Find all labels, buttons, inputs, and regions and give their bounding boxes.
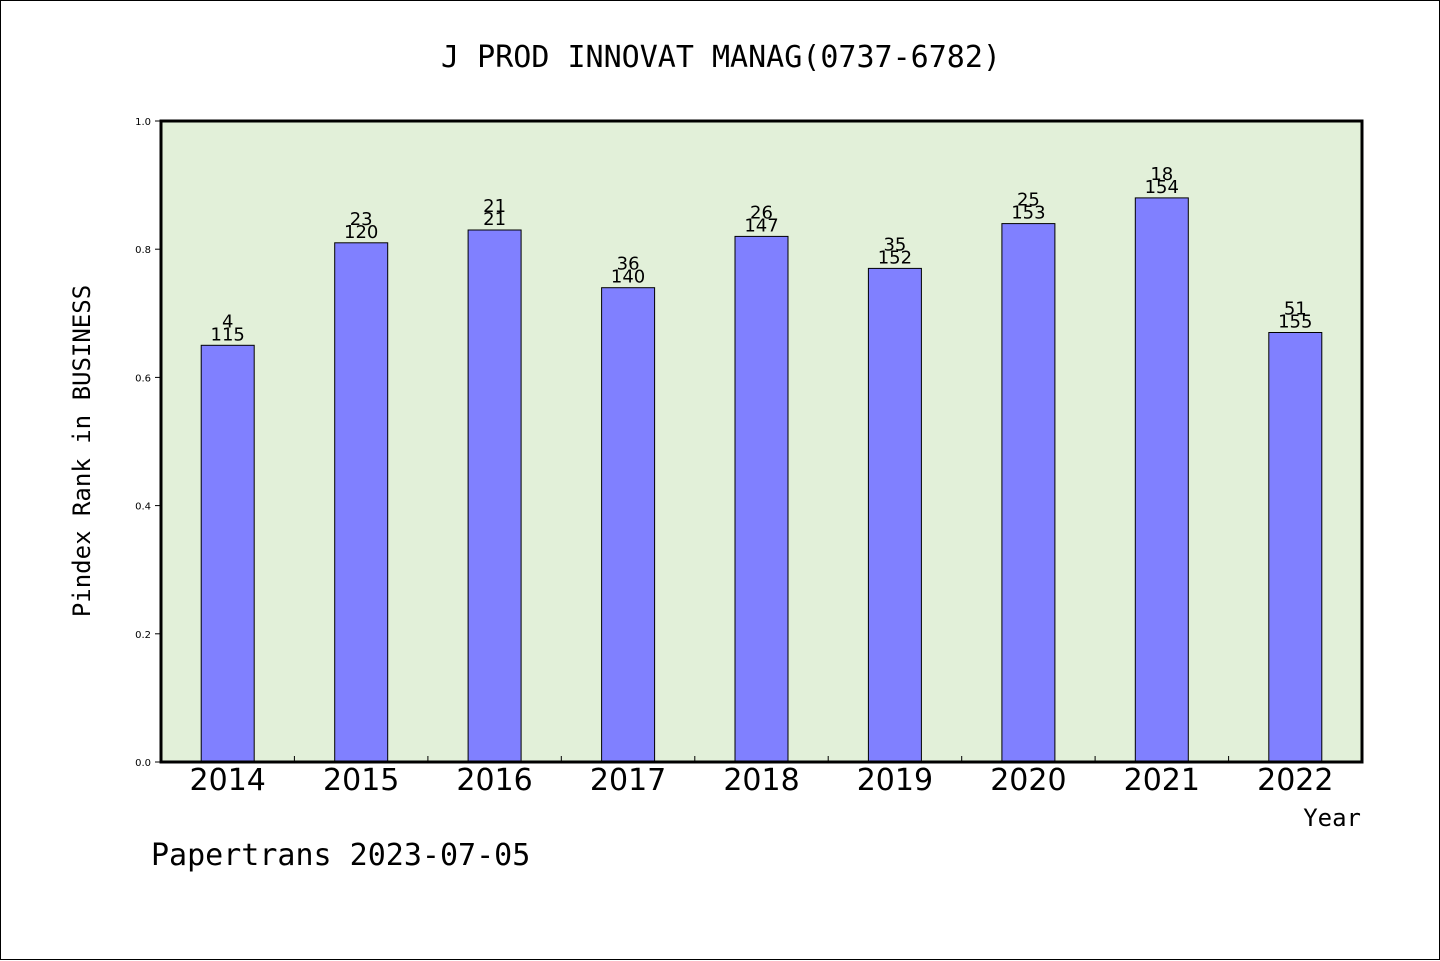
y-tick-label: 0.4 xyxy=(135,502,151,513)
bar-total-label: 140 xyxy=(611,267,645,288)
footer-note: Papertrans 2023-07-05 xyxy=(151,838,530,873)
x-axis: 2014 2015 2016 2017 2018 2019 2020 2021 2022 xyxy=(190,756,1333,798)
plot-border xyxy=(159,119,1364,764)
bar-rank-label: 4 xyxy=(222,311,233,332)
bars-layer xyxy=(200,197,1323,763)
x-tick-label: 2021 xyxy=(1124,763,1200,798)
bar-total-label: 154 xyxy=(1145,177,1179,198)
bar-2019 xyxy=(867,267,922,763)
y-tick-label: 0.2 xyxy=(135,630,151,641)
bar-total-label: 21 xyxy=(483,209,506,230)
y-axis: 0.0 0.2 0.4 0.6 0.8 1.0 xyxy=(135,117,161,769)
bar-total-label: 120 xyxy=(344,222,378,243)
bar-rank-label: 21 xyxy=(483,196,506,217)
y-tick-label: 1.0 xyxy=(135,117,151,128)
bar-2018 xyxy=(734,235,789,763)
x-tick-label: 2016 xyxy=(456,763,532,798)
bar-2022 xyxy=(1268,332,1323,763)
bar-rank-label: 23 xyxy=(350,209,373,230)
bar-total-label: 115 xyxy=(211,324,245,345)
bar-rank-label: 51 xyxy=(1284,299,1307,320)
bar-total-label: 152 xyxy=(878,247,912,268)
bar-rank-label: 35 xyxy=(883,234,906,255)
x-tick-label: 2020 xyxy=(990,763,1066,798)
y-axis-label: Pindex Rank in BUSINESS xyxy=(68,285,96,617)
bar-total-label: 153 xyxy=(1011,203,1045,224)
bar-2014 xyxy=(200,344,255,763)
x-tick-label: 2019 xyxy=(857,763,933,798)
x-tick-label: 2022 xyxy=(1257,763,1333,798)
y-tick-label: 0.6 xyxy=(135,373,151,384)
x-tick-label: 2014 xyxy=(190,763,266,798)
bar-2015 xyxy=(334,242,389,763)
bar-2021 xyxy=(1134,197,1189,763)
bar-2016 xyxy=(467,229,522,763)
bar-total-label: 155 xyxy=(1278,312,1312,333)
bar-rank-label: 25 xyxy=(1017,190,1040,211)
x-tick-label: 2018 xyxy=(723,763,799,798)
y-tick-label: 0.0 xyxy=(135,758,151,769)
bar-total-label: 147 xyxy=(744,215,778,236)
bar-2020 xyxy=(1001,223,1056,763)
y-tick-label: 0.8 xyxy=(135,245,151,256)
x-tick-label: 2017 xyxy=(590,763,666,798)
bar-2017 xyxy=(601,287,656,763)
bar-rank-label: 18 xyxy=(1150,164,1173,185)
x-tick-label: 2015 xyxy=(323,763,399,798)
bar-rank-label: 26 xyxy=(750,202,773,223)
chart-title: J PROD INNOVAT MANAG(0737-6782) xyxy=(441,40,1001,75)
bar-rank-label: 36 xyxy=(617,254,640,275)
x-axis-label: Year xyxy=(1303,804,1361,832)
